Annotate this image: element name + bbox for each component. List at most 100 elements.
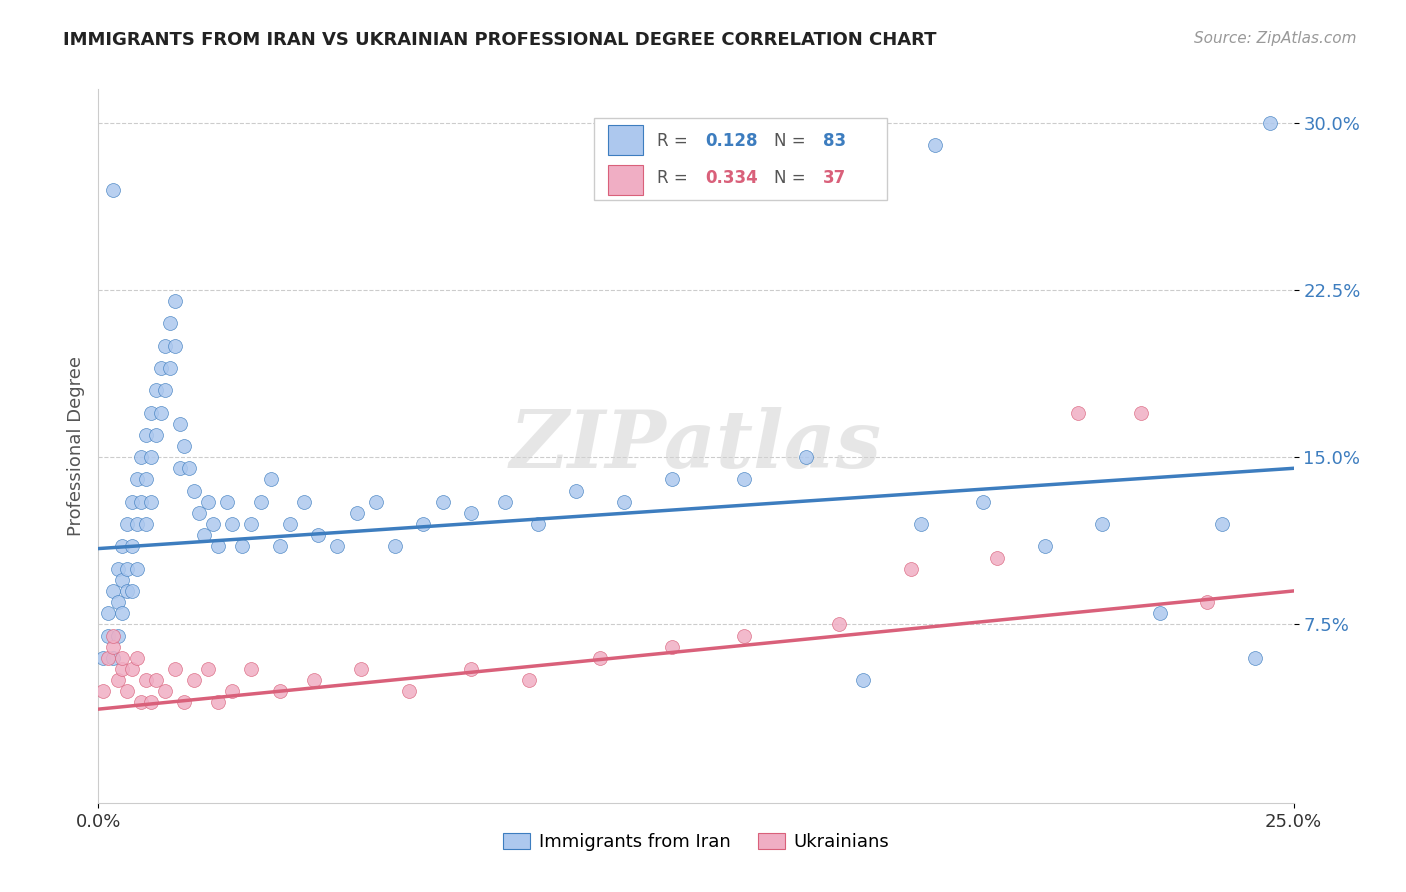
Point bbox=[145, 384, 167, 398]
Point bbox=[1149, 607, 1171, 621]
Point bbox=[661, 472, 683, 486]
Point bbox=[1211, 517, 1233, 532]
Point bbox=[159, 316, 181, 330]
Point bbox=[197, 494, 219, 508]
Point bbox=[169, 461, 191, 475]
Point bbox=[1244, 651, 1267, 665]
Point bbox=[111, 662, 134, 676]
Point bbox=[163, 293, 186, 308]
Point bbox=[155, 384, 177, 398]
Point bbox=[111, 573, 134, 587]
Point bbox=[221, 684, 243, 698]
Point bbox=[432, 494, 454, 508]
Point bbox=[207, 696, 229, 710]
Point bbox=[111, 651, 134, 665]
Point bbox=[1258, 115, 1281, 129]
Point bbox=[661, 640, 683, 654]
Point bbox=[733, 628, 755, 642]
Point bbox=[527, 517, 550, 532]
Point bbox=[852, 673, 875, 687]
Point bbox=[97, 651, 120, 665]
Point bbox=[278, 517, 301, 532]
Point bbox=[135, 673, 157, 687]
Point bbox=[163, 338, 186, 352]
Point bbox=[149, 405, 172, 419]
Point bbox=[125, 472, 148, 486]
Point bbox=[398, 684, 420, 698]
Point bbox=[494, 494, 516, 508]
Point bbox=[111, 539, 134, 553]
Point bbox=[900, 562, 922, 576]
Point bbox=[240, 662, 263, 676]
Point bbox=[125, 562, 148, 576]
Point bbox=[986, 550, 1008, 565]
Point bbox=[135, 517, 157, 532]
Point bbox=[1197, 595, 1219, 609]
Point bbox=[155, 684, 177, 698]
Point bbox=[517, 673, 540, 687]
Point bbox=[179, 461, 201, 475]
Point bbox=[794, 450, 817, 464]
Point bbox=[1091, 517, 1114, 532]
FancyBboxPatch shape bbox=[595, 118, 887, 200]
Point bbox=[135, 472, 157, 486]
Point bbox=[163, 662, 186, 676]
Point bbox=[115, 583, 138, 598]
Point bbox=[202, 517, 225, 532]
Point bbox=[107, 628, 129, 642]
Point bbox=[107, 562, 129, 576]
Point bbox=[292, 494, 315, 508]
Point bbox=[221, 517, 243, 532]
Point bbox=[259, 472, 281, 486]
Point bbox=[364, 494, 387, 508]
Point bbox=[121, 494, 143, 508]
Point bbox=[460, 506, 482, 520]
Point bbox=[121, 539, 143, 553]
Point bbox=[139, 696, 162, 710]
Point bbox=[269, 684, 291, 698]
Point bbox=[131, 696, 153, 710]
Point bbox=[101, 583, 124, 598]
Point bbox=[302, 673, 325, 687]
Point bbox=[183, 483, 205, 498]
Point bbox=[121, 583, 143, 598]
Text: 0.334: 0.334 bbox=[706, 169, 758, 187]
Text: Source: ZipAtlas.com: Source: ZipAtlas.com bbox=[1194, 31, 1357, 46]
Point bbox=[115, 684, 138, 698]
Point bbox=[155, 338, 177, 352]
Point bbox=[1067, 405, 1090, 419]
Point bbox=[613, 494, 636, 508]
Point bbox=[1129, 405, 1152, 419]
Point bbox=[107, 595, 129, 609]
Point bbox=[91, 651, 114, 665]
Point bbox=[187, 506, 209, 520]
Legend: Immigrants from Iran, Ukrainians: Immigrants from Iran, Ukrainians bbox=[495, 825, 897, 858]
Point bbox=[207, 539, 229, 553]
Point bbox=[231, 539, 253, 553]
Text: 37: 37 bbox=[823, 169, 846, 187]
Y-axis label: Professional Degree: Professional Degree bbox=[66, 356, 84, 536]
Point bbox=[115, 517, 138, 532]
FancyBboxPatch shape bbox=[607, 165, 644, 194]
Text: 83: 83 bbox=[823, 132, 846, 150]
Point bbox=[250, 494, 273, 508]
Point bbox=[97, 607, 120, 621]
Point bbox=[91, 684, 114, 698]
Point bbox=[197, 662, 219, 676]
Point bbox=[269, 539, 291, 553]
Point bbox=[149, 360, 172, 375]
Point bbox=[131, 494, 153, 508]
Point bbox=[350, 662, 373, 676]
Point bbox=[346, 506, 368, 520]
Point bbox=[384, 539, 406, 553]
Point bbox=[101, 640, 124, 654]
Point bbox=[217, 494, 239, 508]
Point bbox=[131, 450, 153, 464]
Text: 0.128: 0.128 bbox=[706, 132, 758, 150]
Point bbox=[115, 562, 138, 576]
Point bbox=[139, 405, 162, 419]
Point bbox=[173, 439, 195, 453]
Point bbox=[145, 427, 167, 442]
Point bbox=[460, 662, 482, 676]
Point bbox=[101, 651, 124, 665]
